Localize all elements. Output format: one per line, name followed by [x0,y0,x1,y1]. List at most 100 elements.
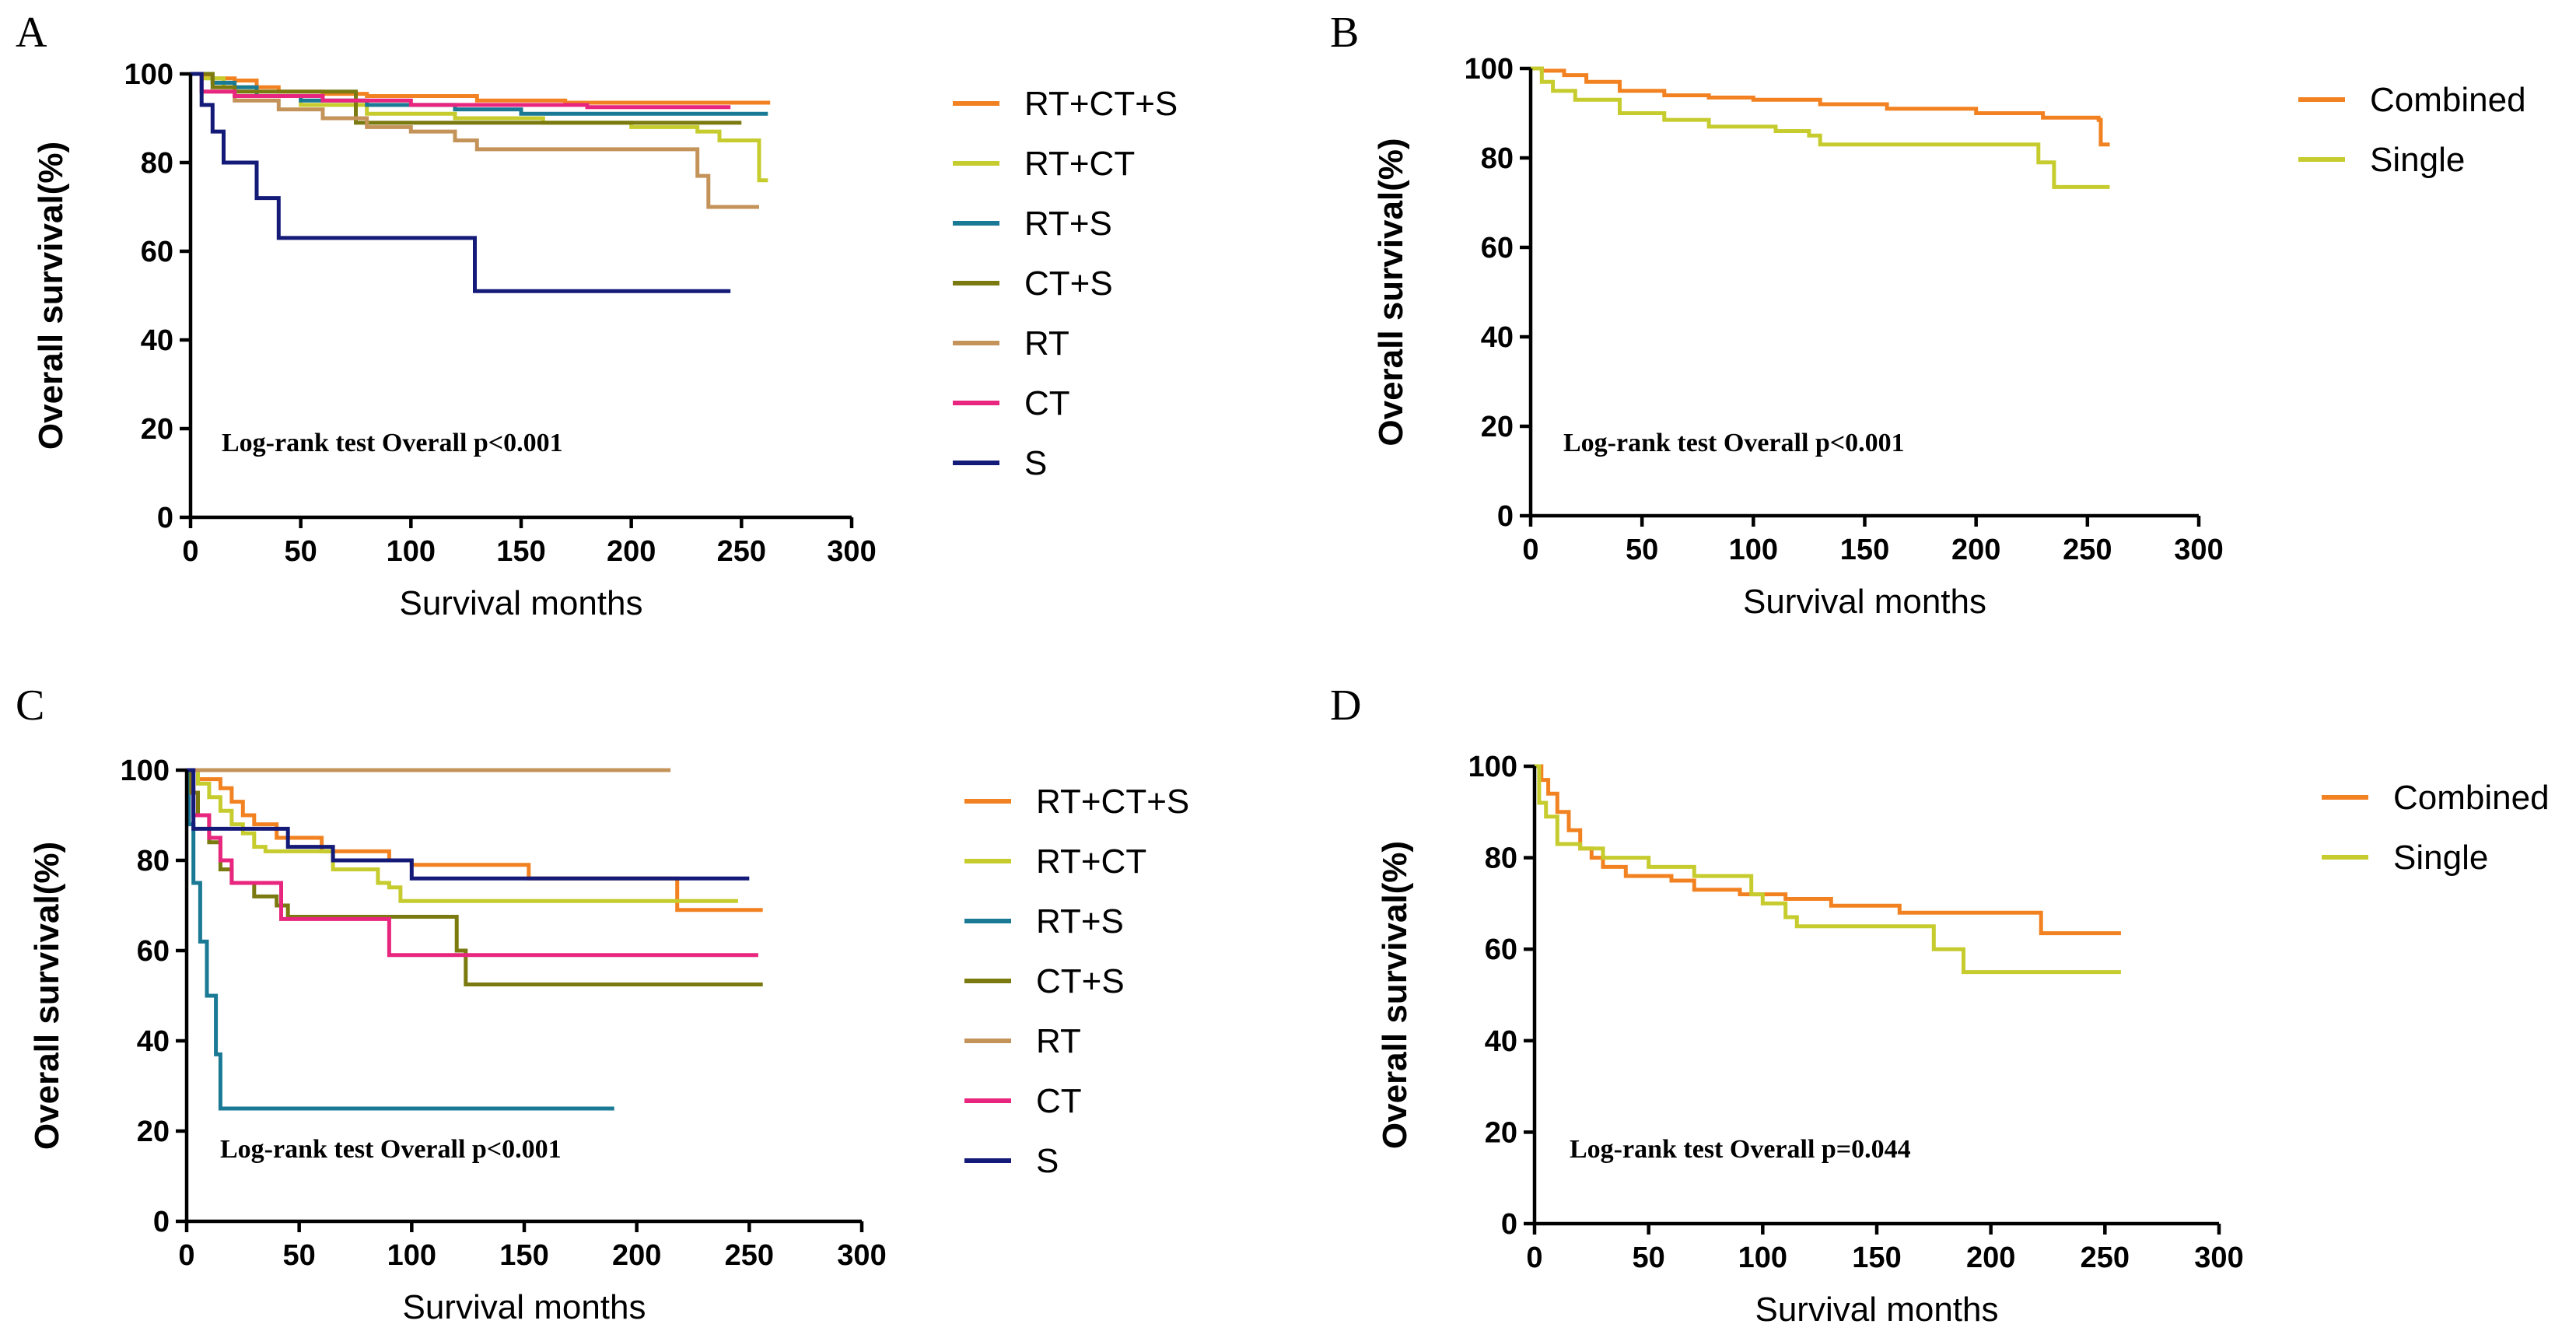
y-tick-label: 60 [141,236,173,268]
y-axis-title: Overall survival(%) [1376,841,1414,1149]
x-tick-label: 0 [178,1239,194,1272]
series-line-rt-ct [187,768,738,903]
legend-label: Single [2370,141,2465,179]
y-axis-title: Overall survival(%) [28,842,66,1150]
y-tick-label: 40 [1481,321,1514,354]
series-line-combined [1535,764,2121,936]
series-line-ct-s [187,768,763,986]
x-tick-label: 200 [1951,534,2000,566]
legend-label: CT+S [1036,962,1125,1000]
log-rank-annotation: Log-rank test Overall p<0.001 [220,1135,562,1164]
series-line-s [191,72,731,293]
x-axis-title: Survival months [1743,583,1986,621]
y-tick-label: 80 [1481,142,1514,175]
legend-label: CT [1036,1082,1082,1120]
x-tick-label: 300 [827,535,876,568]
y-tick-label: 100 [1465,53,1514,86]
x-tick-label: 150 [1852,1242,1901,1274]
legend-label: S [1036,1142,1059,1180]
x-tick-label: 100 [1729,534,1778,566]
x-tick-label: 200 [1966,1242,2015,1274]
legend: RT+CT+S RT+CT RT+S CT+S RT CT S [953,85,1178,482]
legend-label: RT+CT [1036,842,1146,881]
panel-d: D 0 50 100 150 200 250 300 0 20 40 60 80 100 Survival … [1330,681,2550,1329]
x-tick-label: 200 [612,1239,661,1272]
x-tick-label: 100 [387,535,436,568]
legend-label: Combined [2393,779,2550,817]
y-tick-label: 100 [1468,751,1517,783]
legend-label: RT [1024,324,1069,363]
x-tick-label: 50 [1633,1242,1665,1274]
x-tick-label: 0 [1526,1242,1542,1274]
x-tick-label: 50 [283,1239,316,1272]
y-tick-label: 60 [1485,933,1517,966]
y-axis-title: Overall survival(%) [1372,138,1410,446]
x-tick-label: 50 [285,535,317,568]
x-tick-label: 0 [1522,534,1538,566]
y-axis-title: Overall survival(%) [32,142,70,450]
legend-label: RT+CT+S [1036,783,1189,821]
legend-label: RT+S [1024,205,1112,243]
y-tick-label: 20 [137,1116,170,1148]
x-tick-label: 150 [499,1239,548,1272]
y-tick-label: 40 [141,324,173,357]
legend-label: RT [1036,1022,1081,1060]
y-tick-label: 0 [153,1206,170,1238]
legend-label: S [1024,444,1047,482]
legend: RT+CT+S RT+CT RT+S CT+S RT CT S [964,783,1189,1180]
series-line-s [187,768,750,881]
x-tick-label: 300 [2174,534,2223,566]
series-line-rt-ct-s [191,72,771,105]
legend-label: RT+CT [1024,145,1135,183]
x-tick-label: 50 [1626,534,1658,566]
y-tick-label: 100 [124,58,173,91]
x-axis-title: Survival months [1755,1291,1998,1329]
x-tick-label: 250 [2063,534,2112,566]
y-tick-label: 0 [1501,1208,1517,1241]
legend-label: Combined [2370,81,2526,119]
y-tick-label: 20 [1485,1116,1517,1149]
y-tick-label: 40 [137,1025,170,1058]
x-tick-label: 150 [496,535,545,568]
log-rank-annotation: Log-rank test Overall p=0.044 [1570,1135,1911,1164]
x-tick-label: 300 [2194,1242,2243,1274]
series-line-rt [191,72,759,209]
x-tick-label: 250 [2081,1242,2130,1274]
x-axis-title: Survival months [399,584,642,622]
panel-a: A 0 50 100 150 200 250 300 0 20 40 60 80 100 Survival … [16,9,1178,622]
series-line-combined [1531,66,2110,147]
series-line-rt-s [187,768,614,1111]
series-line-rt-ct-s [187,768,763,912]
panel-letter: A [16,9,47,57]
log-rank-annotation: Log-rank test Overall p<0.001 [1563,429,1905,457]
series-line-rt-s [191,72,768,116]
y-tick-label: 80 [141,147,173,180]
x-tick-label: 200 [607,535,656,568]
x-tick-label: 250 [725,1239,774,1272]
panel-b: B 0 50 100 150 200 250 300 0 20 40 60 80 100 Survival … [1330,9,2526,621]
legend-label: Single [2393,839,2488,877]
y-tick-label: 60 [1481,232,1514,264]
x-tick-label: 100 [1738,1242,1787,1274]
y-tick-label: 0 [157,502,173,534]
legend: Combined Single [2298,81,2526,179]
legend-label: RT+S [1036,902,1124,940]
panel-letter: D [1330,681,1361,730]
y-tick-label: 40 [1485,1025,1517,1058]
y-tick-label: 100 [121,755,170,787]
series-line-single [1535,764,2121,975]
legend-label: CT+S [1024,264,1113,303]
y-tick-label: 0 [1497,500,1514,533]
y-tick-label: 80 [137,845,170,877]
panel-letter: C [16,681,44,730]
legend-label: CT [1024,384,1070,422]
legend-label: RT+CT+S [1024,85,1178,123]
y-tick-label: 20 [141,413,173,446]
y-tick-label: 20 [1481,411,1514,443]
x-tick-label: 100 [387,1239,436,1272]
series-line-single [1531,66,2110,189]
x-tick-label: 300 [837,1239,886,1272]
log-rank-annotation: Log-rank test Overall p<0.001 [222,429,563,457]
x-tick-label: 250 [717,535,766,568]
